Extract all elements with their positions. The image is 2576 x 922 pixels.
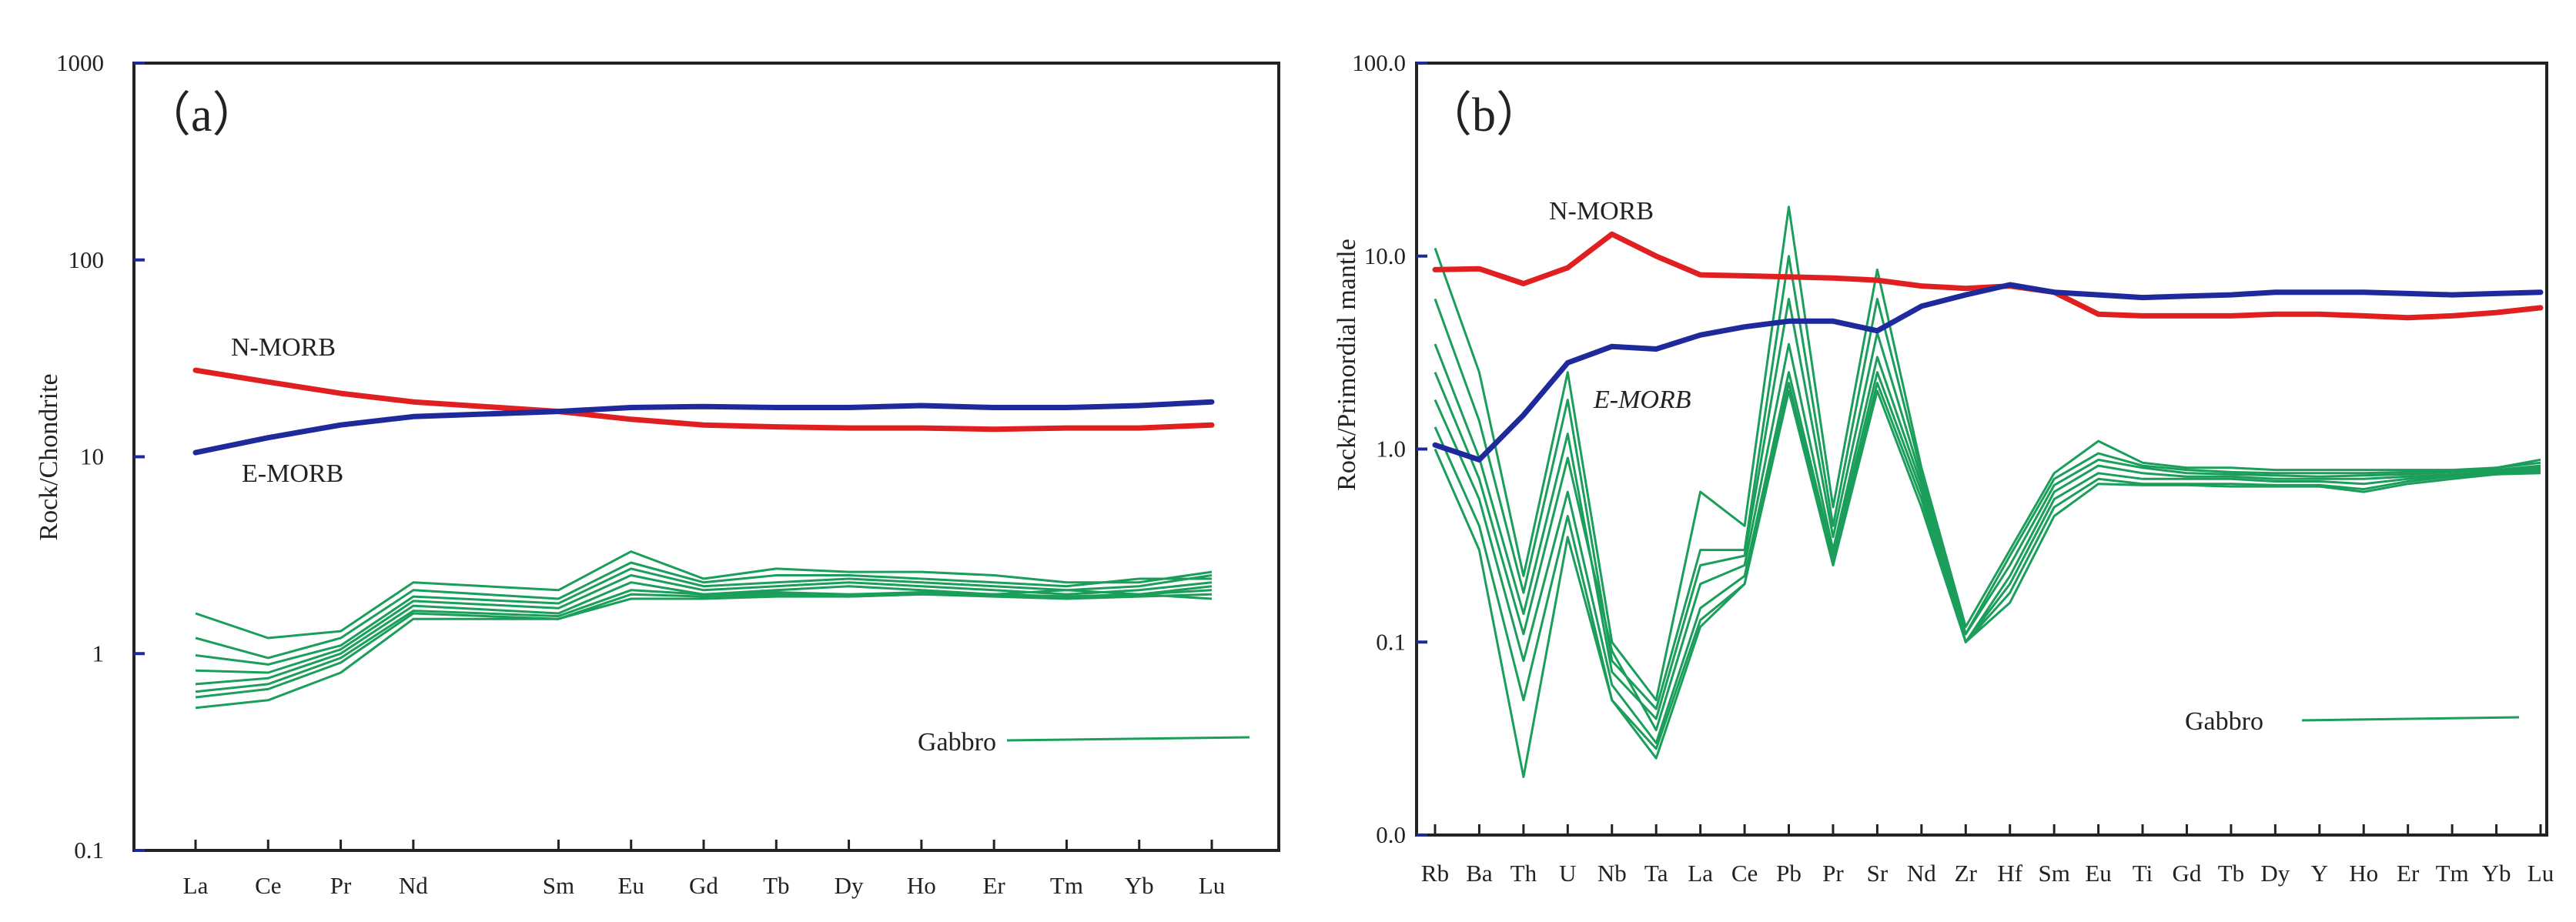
panel-b-x-tick-label: La [1688, 860, 1713, 887]
panel-a-x-tick-label: Er [983, 872, 1006, 899]
panel-a-emorb-label: E-MORB [242, 459, 343, 488]
panel-a-gabbro-line [195, 593, 1213, 699]
panel-b-x-axis: Rb Ba Th U Nb Ta La Ce Pb Pr Sr Nd Zr Hf Sm Eu Ti Gd Tb Dy Y… [1421, 824, 2554, 887]
panel-a-x-tick-label: Sm [543, 872, 574, 899]
panel-b-gabbro-line [1434, 389, 2541, 778]
panel-b-y-tick-label: 0.1 [1376, 628, 1406, 655]
panel-b-y-tick-label: 10.0 [1364, 242, 1406, 269]
panel-a-gabbro-line [195, 574, 1213, 674]
panel-a-label: （a） [143, 89, 260, 142]
panel-b-gabbro-line [1434, 382, 2541, 750]
panel-a-y-axis-title: Rock/Chondrite [35, 373, 63, 540]
panel-a-x-tick-label: Lu [1199, 872, 1225, 899]
panel-a-legend-line [1006, 736, 1250, 742]
panel-a-x-tick-label: Nd [399, 872, 428, 899]
panel-b-y-axis-title: Rock/Primordial mantle [1333, 239, 1361, 491]
panel-a-nmorb-label: N-MORB [231, 333, 336, 362]
panel-b-legend-label: Gabbro [2185, 707, 2263, 736]
panel-b-x-tick-label: Ta [1644, 860, 1668, 887]
panel-a-x-tick-label: La [183, 872, 209, 899]
panel-a-y-tick-label: 0.1 [74, 837, 104, 864]
panel-b-x-tick-label: Th [1510, 860, 1537, 887]
panel-b-x-tick-label: Nd [1907, 860, 1936, 887]
panel-b-gabbro-series [1434, 205, 2541, 778]
panel-a-chart: （a） Rock/Chondrite 0.1 1 10 100 1000 La Ce Pr N… [35, 49, 1280, 899]
panel-b-n-morb-line [1432, 231, 2544, 321]
panel-b-y-axis: 0.0 0.1 1.0 10.0 100.0 [1352, 49, 1427, 848]
panel-b-x-tick-label: Yb [2482, 860, 2511, 887]
panel-b-gabbro-line [1434, 342, 2541, 732]
panel-b-x-tick-label: Nb [1597, 860, 1627, 887]
panel-b-x-tick-label: Eu [2085, 860, 2111, 887]
panel-a-y-tick-label: 1000 [56, 49, 104, 76]
panel-a-x-tick-label: Tm [1050, 872, 1083, 899]
panel-b-x-tick-label: Y [2311, 860, 2328, 887]
panel-b-x-tick-label: Sm [2038, 860, 2069, 887]
panel-b-x-tick-label: Pr [1822, 860, 1844, 887]
panel-b-x-tick-label: Dy [2260, 860, 2290, 887]
panel-b-y-tick-label: 0.0 [1376, 821, 1406, 848]
panel-b-x-tick-label: Sr [1867, 860, 1889, 887]
panel-a-x-tick-label: Ce [255, 872, 281, 899]
panel-b-x-tick-label: Tm [2436, 860, 2469, 887]
panel-a-y-tick-label: 100 [69, 246, 105, 273]
panel-a-gabbro-series [195, 550, 1213, 710]
panel-b-x-tick-label: Ti [2133, 860, 2153, 887]
panel-b-x-tick-label: Lu [2527, 860, 2554, 887]
panel-b-x-tick-label: Tb [2218, 860, 2244, 887]
panel-a-y-tick-label: 10 [80, 443, 104, 470]
panel-a-legend-label: Gabbro [918, 728, 996, 757]
panel-b-x-tick-label: U [1559, 860, 1576, 887]
panel-a-frame [132, 62, 1280, 852]
panel-a-n-morb-line [192, 367, 1215, 433]
panel-a-gabbro-line [195, 550, 1213, 640]
panel-b-x-tick-label: Gd [2173, 860, 2202, 887]
panel-b-x-tick-label: Zr [1955, 860, 1978, 887]
panel-b-e-morb-line [1432, 282, 2544, 463]
panel-a-x-tick-label: Tb [763, 872, 789, 899]
panel-b-legend-line [2301, 716, 2520, 722]
panel-b-gabbro-line [1434, 205, 2541, 702]
panel-a-x-axis: La Ce Pr Nd Sm Eu Gd Tb Dy Ho Er Tm Yb Lu [183, 840, 1225, 899]
panel-a-e-morb-line [192, 399, 1215, 456]
panel-a-gabbro-line [195, 593, 1213, 710]
panel-a-x-tick-label: Pr [330, 872, 352, 899]
panel-a-y-axis: 0.1 1 10 100 1000 [56, 49, 145, 864]
panel-a-x-tick-label: Dy [835, 872, 864, 899]
panel-b-nmorb-label: N-MORB [1549, 197, 1654, 225]
panel-b-emorb-label: E-MORB [1593, 386, 1691, 414]
panel-a-x-tick-label: Gd [689, 872, 718, 899]
panel-b-x-tick-label: Ba [1466, 860, 1493, 887]
panel-a-reference-series [192, 367, 1215, 456]
panel-b-gabbro-line [1434, 297, 2541, 720]
panel-b-x-tick-label: Rb [1421, 860, 1449, 887]
panel-b-x-tick-label: Er [2397, 860, 2420, 887]
panel-b-x-tick-label: Ho [2349, 860, 2378, 887]
panel-b-gabbro-line [1434, 255, 2541, 710]
panel-a-x-tick-label: Ho [907, 872, 936, 899]
panel-b-y-tick-label: 1.0 [1376, 436, 1406, 463]
panel-b-y-tick-label: 100.0 [1352, 49, 1406, 76]
panel-b-chart: （b） Rock/Primordial mantle 0.0 0.1 1.0 10.0… [1333, 49, 2554, 887]
panel-a-x-tick-label: Eu [617, 872, 644, 899]
panel-a-gabbro-line [195, 561, 1212, 660]
panel-b-x-tick-label: Hf [1997, 860, 2022, 887]
panel-b-x-tick-label: Pb [1776, 860, 1802, 887]
panel-b-label: （b） [1424, 89, 1544, 142]
panel-a-y-tick-label: 1 [92, 640, 105, 666]
panel-b-reference-series [1432, 231, 2544, 463]
panel-a-gabbro-line [195, 567, 1213, 666]
panel-a-x-tick-label: Yb [1125, 872, 1154, 899]
panel-b-x-tick-label: Ce [1731, 860, 1758, 887]
panel-b-gabbro-line [1434, 371, 2541, 744]
